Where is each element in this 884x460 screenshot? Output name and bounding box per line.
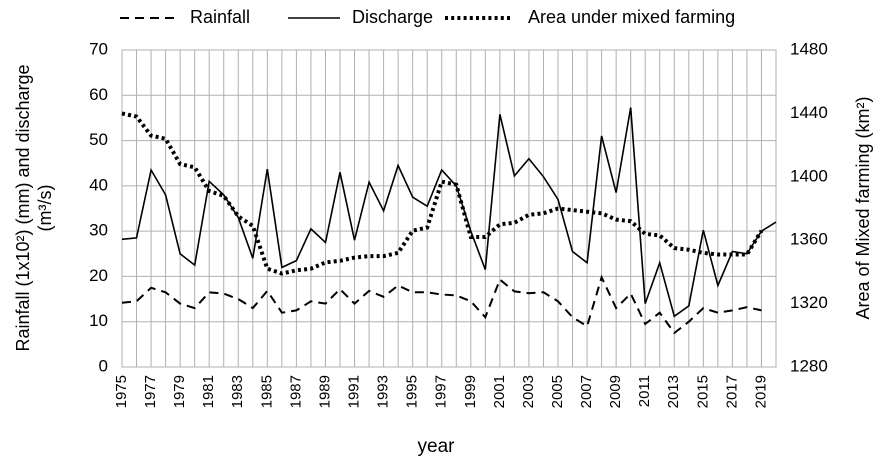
x-tick-label: 2003 bbox=[520, 375, 537, 408]
y2-axis-label: Area of Mixed farming (km²) bbox=[853, 96, 873, 319]
x-tick-label: 1993 bbox=[375, 375, 392, 408]
x-tick-label: 2015 bbox=[694, 375, 711, 408]
data-line bbox=[121, 111, 764, 276]
y-tick-label: 10 bbox=[89, 311, 108, 330]
x-tick-label: 1977 bbox=[142, 375, 159, 408]
legend-label: Area under mixed farming bbox=[528, 7, 735, 27]
y-axis-label: Rainfall (1x10²) (mm) and discharge bbox=[13, 64, 33, 351]
x-tick-label: 2001 bbox=[491, 375, 508, 408]
x-tick-label: 1997 bbox=[433, 375, 450, 408]
y2-tick-label: 1480 bbox=[790, 39, 828, 58]
data-line bbox=[121, 274, 762, 335]
y-tick-label: 0 bbox=[99, 356, 108, 375]
data-line bbox=[121, 107, 777, 318]
x-axis-label: year bbox=[418, 436, 456, 457]
x-tick-label: 1995 bbox=[404, 375, 421, 408]
y2-tick-label: 1440 bbox=[790, 103, 828, 122]
x-tick-label: 1987 bbox=[287, 375, 304, 408]
x-tick-label: 2007 bbox=[578, 375, 595, 408]
x-tick-label: 1989 bbox=[316, 375, 333, 408]
legend-label: Discharge bbox=[352, 7, 433, 27]
y2-tick-label: 1400 bbox=[790, 166, 828, 185]
x-tick-label: 2009 bbox=[607, 375, 624, 408]
y2-tick-label: 1360 bbox=[790, 230, 828, 249]
y2-tick-label: 1320 bbox=[790, 293, 828, 312]
x-tick-label: 1991 bbox=[346, 375, 363, 408]
y-tick-label: 50 bbox=[89, 130, 108, 149]
x-tick-label: 2005 bbox=[549, 375, 566, 408]
y-tick-label: 30 bbox=[89, 221, 108, 240]
legend-label: Rainfall bbox=[190, 7, 250, 27]
y-tick-label: 70 bbox=[89, 39, 108, 58]
y2-tick-label: 1280 bbox=[790, 356, 828, 375]
x-tick-label: 1975 bbox=[113, 375, 130, 408]
x-tick-label: 1979 bbox=[171, 375, 188, 408]
x-tick-label: 2011 bbox=[636, 375, 653, 407]
x-tick-label: 1985 bbox=[258, 375, 275, 408]
plot-frame bbox=[121, 49, 777, 368]
x-tick-label: 1983 bbox=[229, 375, 246, 408]
x-tick-label: 2019 bbox=[752, 375, 769, 408]
y-tick-label: 40 bbox=[89, 175, 108, 194]
y-tick-label: 20 bbox=[89, 266, 108, 285]
x-tick-label: 1981 bbox=[200, 375, 217, 408]
y-tick-label: 60 bbox=[89, 85, 108, 104]
x-tick-label: 2013 bbox=[665, 375, 682, 408]
x-tick-label: 2017 bbox=[723, 375, 740, 408]
y-axis-label: (m³/s) bbox=[35, 185, 55, 232]
x-tick-label: 1999 bbox=[462, 375, 479, 408]
